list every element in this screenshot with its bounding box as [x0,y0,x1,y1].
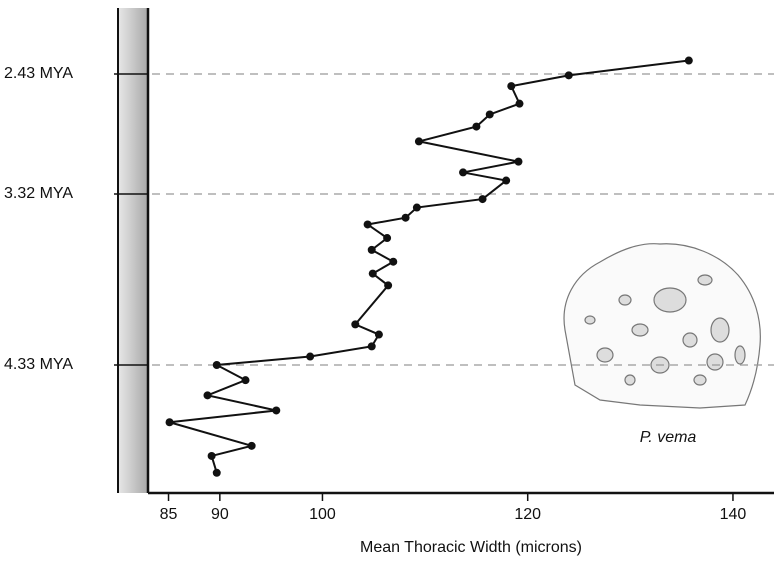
x-tick-label: 90 [211,506,229,523]
point [241,376,250,385]
y-tick-label: 3.32 MYA [4,185,73,202]
x-tick-label: 120 [514,506,541,523]
annotation: P. vema [640,429,697,446]
y-tick-label: 4.33 MYA [4,356,73,373]
point [212,361,221,369]
point [472,122,481,131]
point [367,245,376,254]
point [367,342,376,351]
point [363,220,372,229]
point [306,352,315,361]
x-axis-label: Mean Thoracic Width (microns) [360,539,582,556]
point [401,213,410,222]
point [502,176,511,185]
y-tick-label: 2.43 MYA [4,65,73,82]
point [514,157,523,166]
point [478,195,487,204]
fossil-illustration [563,243,761,409]
point [384,281,393,290]
point [564,71,573,80]
point [515,99,524,108]
point [203,391,212,400]
point [684,56,693,65]
x-tick-label: 140 [720,506,747,523]
point [459,168,468,177]
point [212,468,221,477]
point [272,406,281,415]
point [507,82,516,91]
point [485,110,494,119]
time-bar [118,8,148,493]
point [374,330,383,339]
x-tick-label: 85 [160,506,178,523]
point [351,320,360,329]
point [368,269,377,278]
point [207,451,216,460]
point [414,137,423,146]
point [412,203,421,212]
point [247,441,256,450]
point [165,418,174,427]
point [383,234,392,243]
x-tick-label: 100 [309,506,336,523]
point [389,257,398,266]
